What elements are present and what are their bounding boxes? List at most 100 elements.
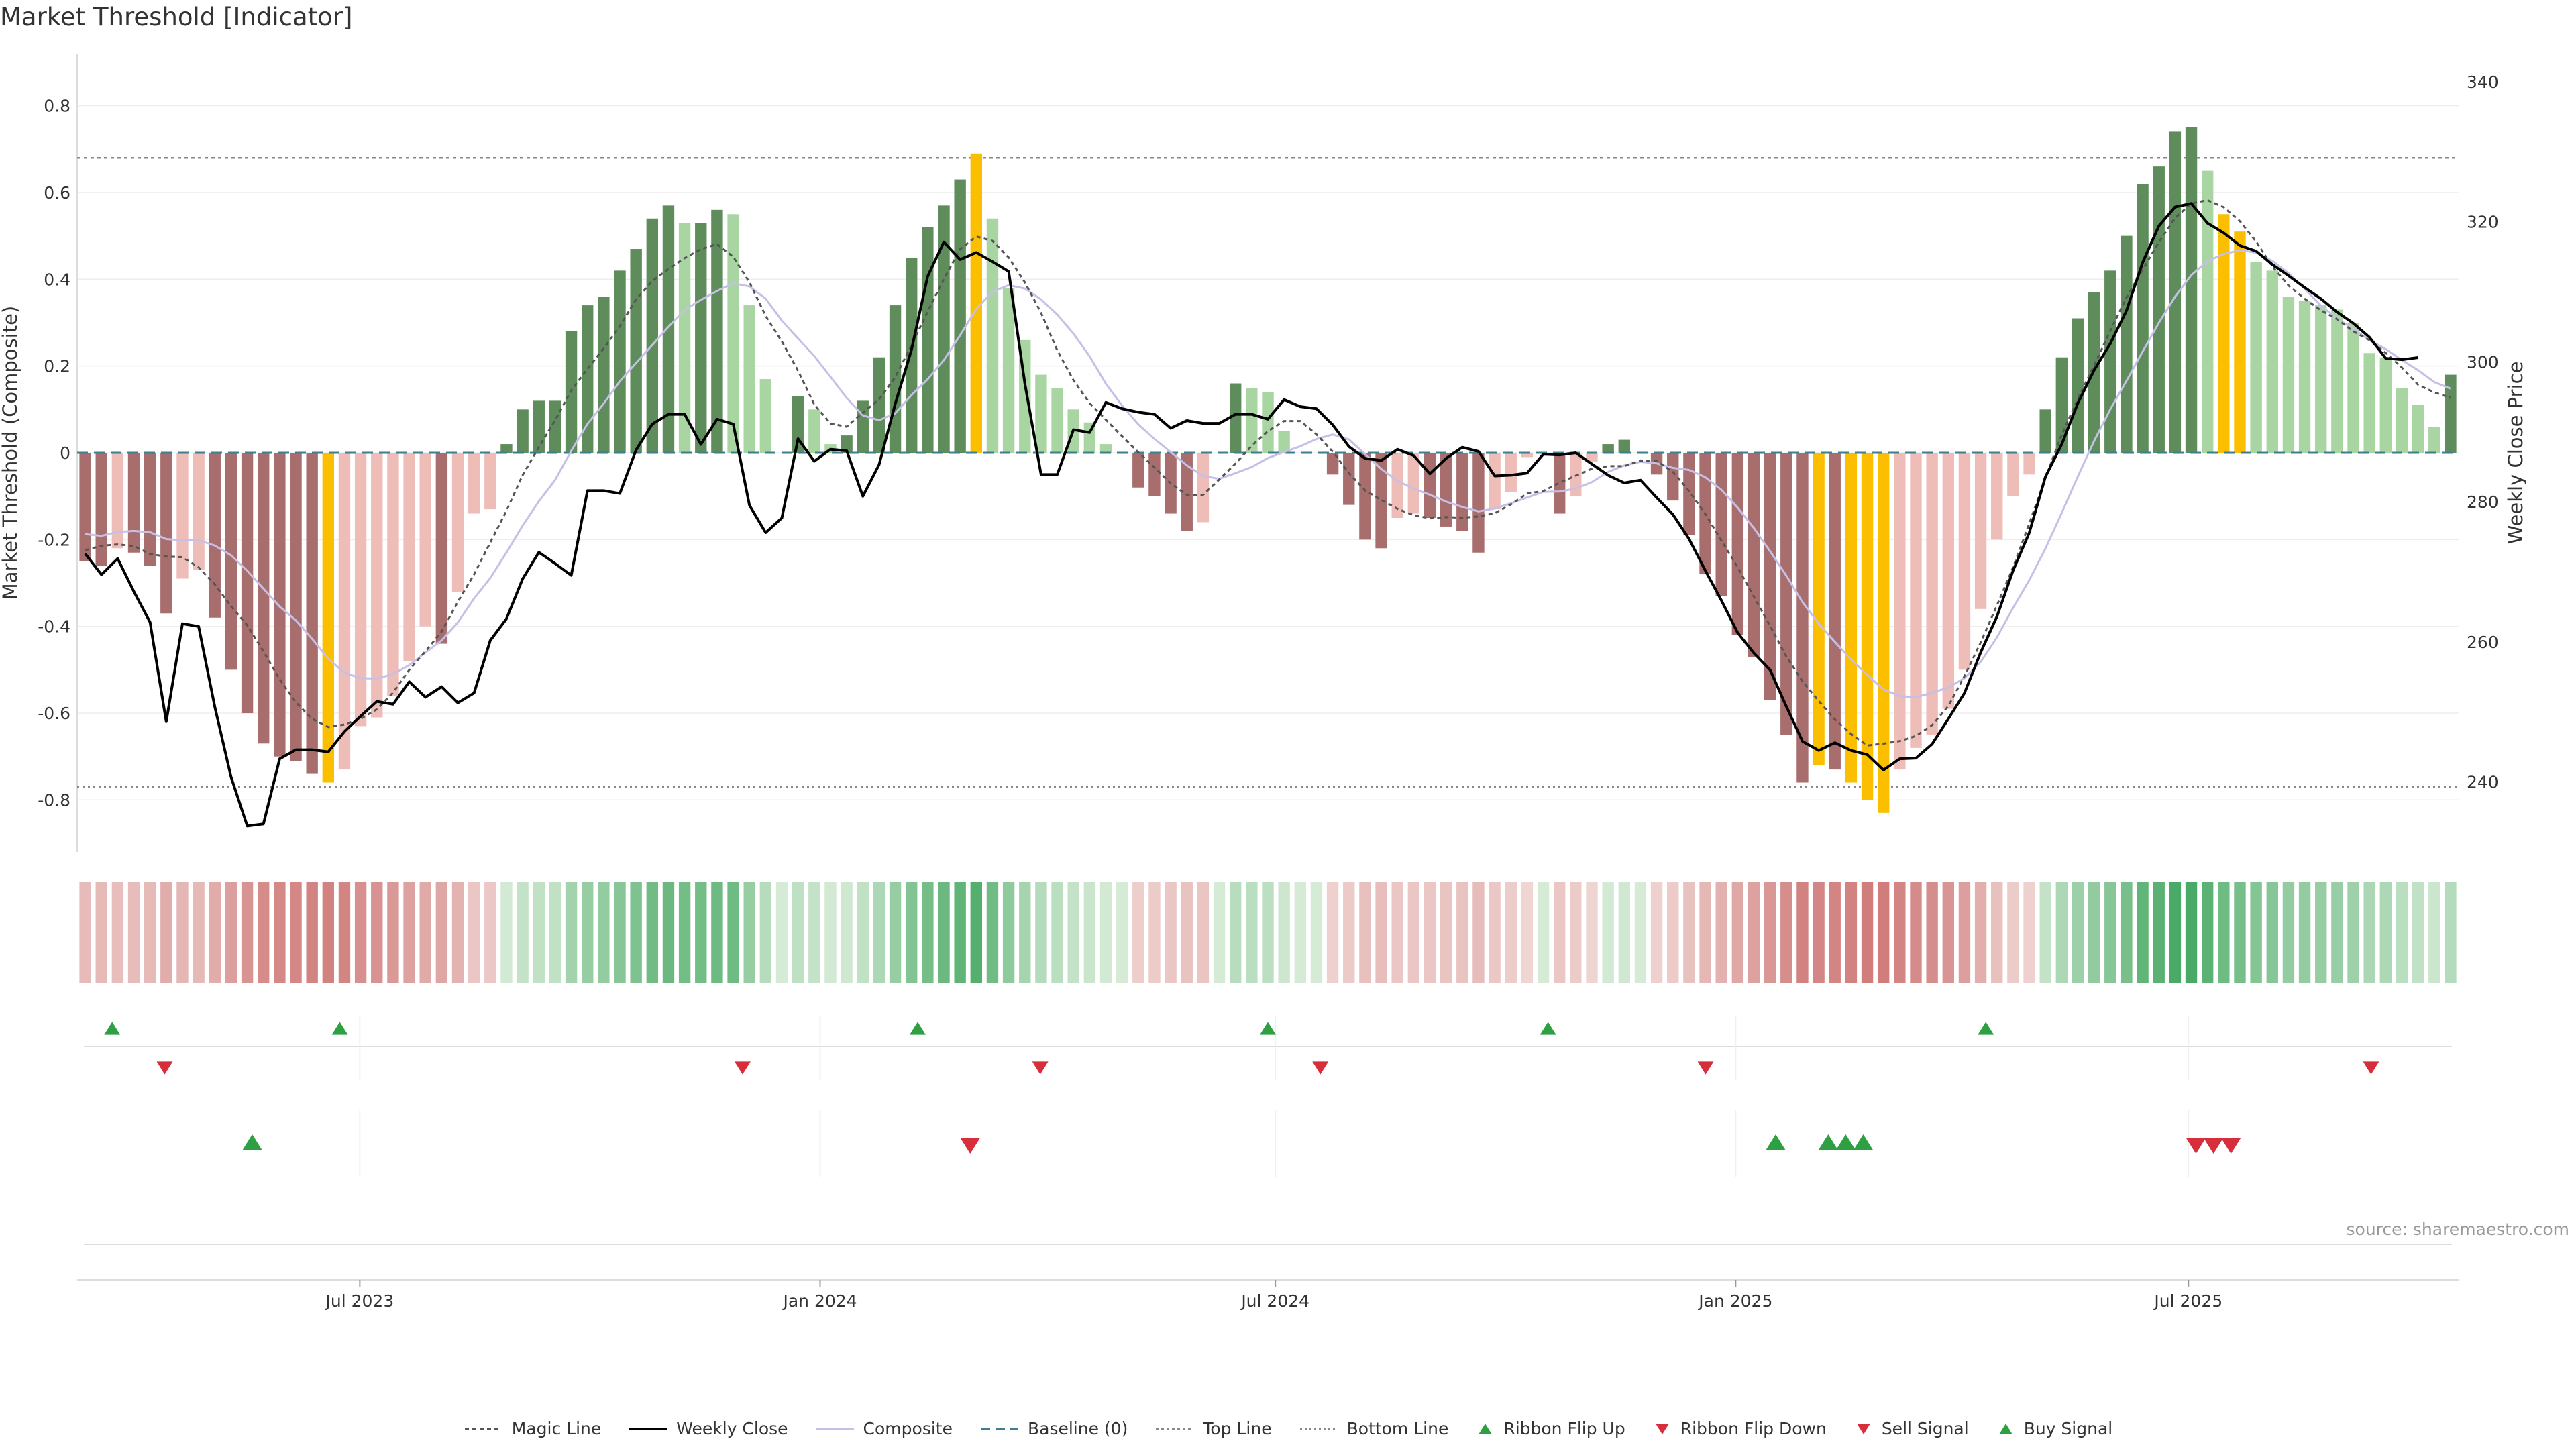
indicator-bar [2282,297,2295,453]
legend-item: Top Line [1155,1419,1272,1438]
composite-line [85,249,2451,698]
ribbon-cell [322,882,335,983]
indicator-bar [1894,453,1906,770]
indicator-bar [1845,453,1858,783]
x-tick-label: Jul 2024 [1240,1291,1309,1311]
indicator-bar [1099,444,1112,453]
sell-signal-marker [2186,1138,2206,1154]
buy-signal-marker [1835,1134,1856,1150]
indicator-bar [1181,453,1193,531]
indicator-bar [1278,431,1290,453]
ribbon-cell [743,882,755,983]
indicator-bar [906,257,918,453]
ribbon-cell [1537,882,1550,983]
ribbon-cell [1861,882,1874,983]
indicator-bar [646,218,659,453]
indicator-bar [2121,235,2133,453]
legend-item: Ribbon Flip Down [1652,1419,1827,1438]
y-tick-label: -0.4 [38,617,70,637]
legend-swatch [629,1428,667,1430]
indicator-bar [160,453,172,614]
indicator-bar [759,379,772,453]
ribbon-cell [1407,882,1420,983]
indicator-bar [1051,387,1063,453]
ribbon-flip-up-marker [1260,1022,1276,1035]
indicator-bar [1002,288,1015,453]
ribbon-cell [1278,882,1290,983]
legend-swatch [1479,1423,1493,1434]
y2-tick-label: 300 [2467,352,2499,372]
ribbon-cell [2250,882,2262,983]
ribbon-cell [1586,882,1598,983]
ribbon-cell [2363,882,2375,983]
y-tick-label: 0.6 [44,183,70,203]
indicator-bar [1407,453,1420,514]
legend-label: Buy Signal [2023,1419,2113,1438]
ribbon-cell [290,882,302,983]
ribbon-cell [614,882,626,983]
ribbon-cell [1375,882,1387,983]
y-tick-label: -0.6 [38,704,70,723]
indicator-bar [1813,453,1825,765]
ribbon-cell [306,882,318,983]
y2-tick-label: 340 [2467,72,2499,92]
ribbon-cell [565,882,578,983]
indicator-bar [1667,453,1679,501]
indicator-bar [371,453,383,718]
ribbon-cell [1067,882,1079,983]
legend-item: Composite [815,1419,953,1438]
indicator-bar [2250,262,2262,453]
indicator-bar [986,218,999,453]
ribbon-cell [2169,882,2182,983]
indicator-bar [1910,453,1922,748]
indicator-bar [306,453,318,774]
legend-swatch [1856,1423,1870,1434]
ribbon-cell [209,882,221,983]
ribbon-cell [1310,882,1323,983]
indicator-bar [1554,453,1566,514]
indicator-bar [2023,453,2035,475]
ribbon-cell [1602,882,1614,983]
source-credit: source: sharemaestro.com [2346,1220,2570,1239]
magic-line [85,199,2451,747]
indicator-bar [2201,170,2214,453]
ribbon-cell [500,882,513,983]
ribbon-cell [2185,882,2198,983]
legend-label: Top Line [1203,1419,1272,1438]
x-tick-label: Jan 2024 [782,1291,857,1311]
ribbon-cell [1683,882,1695,983]
legend-marker-sample [1655,1423,1669,1434]
legend-swatch [1655,1423,1669,1434]
ribbon-cell [598,882,610,983]
y-axis-label: Market Threshold (Composite) [0,306,21,600]
ribbon-cell [662,882,675,983]
legend-label: Magic Line [511,1419,602,1438]
ribbon-cell [354,882,367,983]
indicator-bar [922,227,934,453]
indicator-bar [403,453,415,661]
indicator-bar [889,305,902,453]
indicator-bar [1958,453,1971,670]
buy-signal-marker [1853,1134,1874,1150]
ribbon-cell [711,882,723,983]
ribbon-cell [678,882,691,983]
ribbon-cell [1813,882,1825,983]
indicator-bar [2218,214,2230,453]
ribbon-cell [1894,882,1906,983]
legend-label: Ribbon Flip Down [1680,1419,1827,1438]
indicator-bar [873,357,885,453]
indicator-bar [2072,318,2084,453]
indicator-bar [2379,357,2392,453]
ribbon-flip-up-marker [1978,1022,1994,1035]
indicator-bar [2104,270,2116,453]
ribbon-cell [2153,882,2165,983]
indicator-bar [2315,305,2327,453]
ribbon-cell [2088,882,2100,983]
ribbon-cell [1958,882,1971,983]
ribbon-cell [1116,882,1128,983]
ribbon-cell [1019,882,1031,983]
ribbon-cell [1343,882,1355,983]
legend-swatch [1156,1428,1194,1430]
ribbon-cell [1618,882,1630,983]
x-tick-label: Jul 2023 [325,1291,394,1311]
